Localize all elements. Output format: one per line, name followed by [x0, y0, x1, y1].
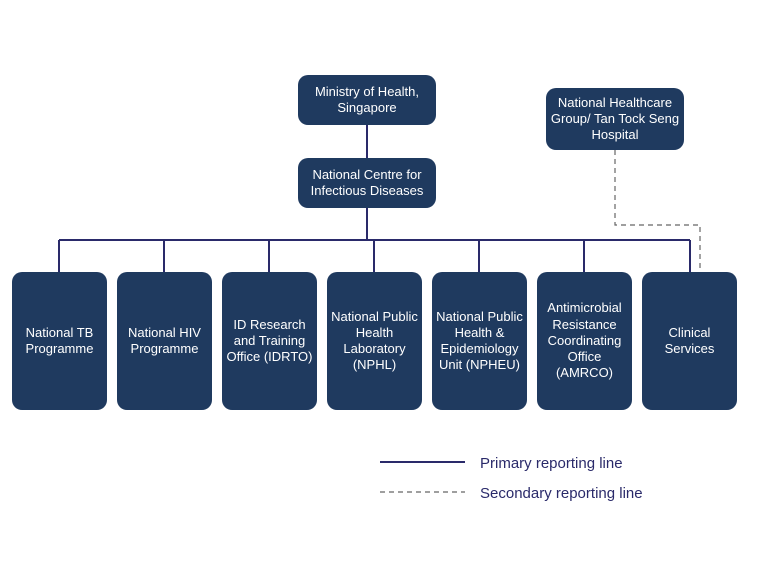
org-chart-canvas: Ministry of Health, Singapore National C… [0, 0, 757, 565]
node-label: National HIV Programme [121, 325, 208, 358]
node-ncid: National Centre for Infectious Diseases [298, 158, 436, 208]
node-label: ID Research and Training Office (IDRTO) [226, 317, 313, 366]
node-label: National Public Health & Epidemiology Un… [436, 309, 523, 374]
node-label: National Public Health Laboratory (NPHL) [331, 309, 418, 374]
node-tb: National TB Programme [12, 272, 107, 410]
node-moh: Ministry of Health, Singapore [298, 75, 436, 125]
node-idrto: ID Research and Training Office (IDRTO) [222, 272, 317, 410]
legend-secondary: Secondary reporting line [480, 485, 643, 502]
node-npheu: National Public Health & Epidemiology Un… [432, 272, 527, 410]
node-nhg: National Healthcare Group/ Tan Tock Seng… [546, 88, 684, 150]
node-label: National Healthcare Group/ Tan Tock Seng… [550, 95, 680, 144]
legend-primary: Primary reporting line [480, 455, 623, 472]
node-amrco: Antimicrobial Resistance Coordinating Of… [537, 272, 632, 410]
node-label: Clinical Services [646, 325, 733, 358]
node-clin: Clinical Services [642, 272, 737, 410]
node-label: National TB Programme [16, 325, 103, 358]
legend-label: Secondary reporting line [480, 485, 643, 502]
node-nphl: National Public Health Laboratory (NPHL) [327, 272, 422, 410]
node-label: National Centre for Infectious Diseases [302, 167, 432, 200]
node-label: Antimicrobial Resistance Coordinating Of… [541, 300, 628, 381]
legend-label: Primary reporting line [480, 455, 623, 472]
node-label: Ministry of Health, Singapore [302, 84, 432, 117]
node-hiv: National HIV Programme [117, 272, 212, 410]
